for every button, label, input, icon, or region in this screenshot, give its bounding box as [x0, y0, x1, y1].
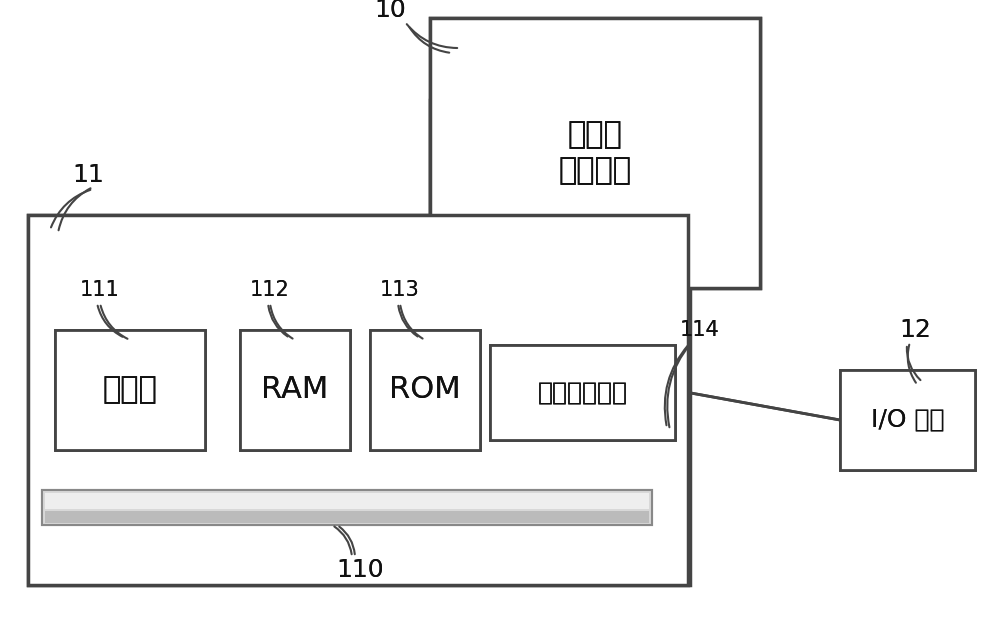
- Bar: [430, 18, 760, 288]
- Text: RAM: RAM: [261, 375, 329, 404]
- Text: 12: 12: [899, 318, 931, 342]
- Bar: [28, 215, 688, 585]
- Text: 存储器: 存储器: [568, 120, 622, 149]
- Text: 存储装置: 存储装置: [558, 156, 632, 185]
- Text: 113: 113: [380, 280, 420, 300]
- Bar: [45, 493, 649, 508]
- Bar: [42, 490, 652, 525]
- PathPatch shape: [28, 100, 690, 585]
- Text: ROM: ROM: [389, 375, 461, 404]
- Text: 数据传输接口: 数据传输接口: [538, 380, 628, 404]
- Bar: [370, 330, 480, 450]
- Text: 111: 111: [80, 280, 120, 300]
- Bar: [490, 345, 675, 440]
- Bar: [240, 330, 350, 450]
- Text: 110: 110: [336, 558, 384, 582]
- Text: ROM: ROM: [389, 375, 461, 404]
- Text: 114: 114: [680, 320, 720, 340]
- Text: 113: 113: [380, 280, 420, 300]
- Text: I/O 装置: I/O 装置: [871, 408, 944, 432]
- Bar: [370, 330, 480, 450]
- Bar: [430, 18, 760, 288]
- Bar: [490, 345, 675, 440]
- Bar: [55, 330, 205, 450]
- Bar: [840, 370, 975, 470]
- Bar: [240, 330, 350, 450]
- Text: 11: 11: [72, 163, 104, 187]
- Text: 10: 10: [374, 0, 406, 22]
- Text: 114: 114: [680, 320, 720, 340]
- Text: 存储装置: 存储装置: [558, 156, 632, 185]
- Text: RAM: RAM: [261, 375, 329, 404]
- Text: 12: 12: [899, 318, 931, 342]
- Bar: [45, 493, 649, 509]
- Text: I/O 装置: I/O 装置: [871, 408, 944, 432]
- Text: 处理器: 处理器: [103, 375, 157, 404]
- Bar: [45, 511, 649, 523]
- Bar: [42, 490, 652, 525]
- Text: 11: 11: [72, 163, 104, 187]
- Text: 处理器: 处理器: [103, 375, 157, 404]
- Text: 112: 112: [250, 280, 290, 300]
- Text: 10: 10: [374, 0, 406, 22]
- Text: 数据传输接口: 数据传输接口: [538, 380, 628, 404]
- Bar: [55, 330, 205, 450]
- Text: 存储器: 存储器: [568, 120, 622, 149]
- Text: 112: 112: [250, 280, 290, 300]
- Text: 110: 110: [336, 558, 384, 582]
- Text: 111: 111: [80, 280, 120, 300]
- Bar: [45, 513, 649, 523]
- Bar: [840, 370, 975, 470]
